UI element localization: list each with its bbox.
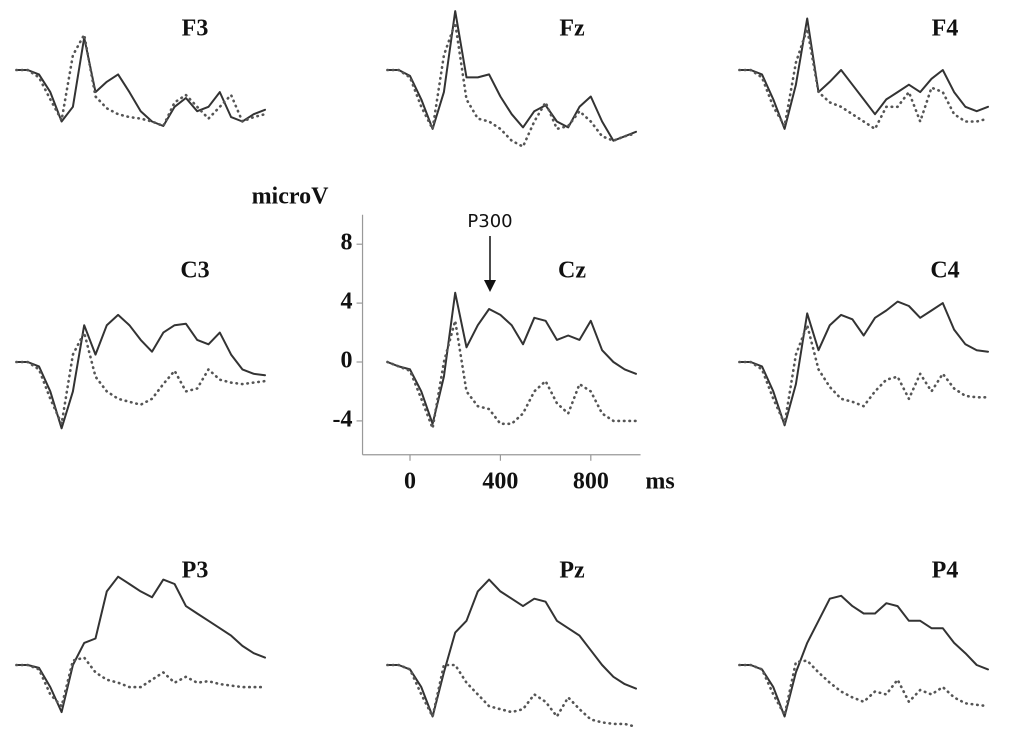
y-tick-label: 0 bbox=[341, 348, 353, 374]
panel-title: F3 bbox=[182, 16, 209, 42]
panel-title: C3 bbox=[180, 258, 209, 284]
waveform bbox=[738, 323, 990, 426]
waveform bbox=[386, 21, 638, 148]
x-axis-label: ms bbox=[645, 468, 674, 494]
waveform bbox=[386, 291, 637, 425]
panel-title: Cz bbox=[558, 258, 586, 284]
waveform bbox=[15, 575, 266, 714]
panel-title: C4 bbox=[930, 258, 959, 284]
waveform bbox=[738, 27, 990, 131]
annotation: P300 bbox=[467, 211, 512, 232]
x-tick-label: 0 bbox=[404, 468, 416, 494]
waveform bbox=[738, 659, 990, 717]
waveform bbox=[386, 319, 638, 430]
waveform bbox=[386, 10, 637, 142]
waveform bbox=[15, 36, 266, 127]
panel-title: F4 bbox=[932, 16, 959, 42]
waveform bbox=[15, 331, 267, 426]
waveform bbox=[738, 300, 989, 427]
panel-title: Pz bbox=[559, 558, 585, 584]
y-tick-label: 4 bbox=[341, 289, 353, 315]
x-tick-label: 800 bbox=[573, 468, 609, 494]
x-tick-label: 400 bbox=[482, 468, 518, 494]
y-tick-label: 8 bbox=[341, 230, 353, 256]
y-axis-label: microV bbox=[252, 184, 330, 210]
waveform bbox=[15, 33, 267, 128]
annotation-arrowhead bbox=[484, 280, 496, 292]
waveform bbox=[386, 663, 638, 729]
waveform bbox=[386, 578, 637, 718]
panel-title: P3 bbox=[182, 558, 209, 584]
panel-title: Fz bbox=[559, 16, 585, 42]
waveform bbox=[15, 313, 266, 430]
waveform bbox=[15, 656, 267, 708]
y-tick-label: -4 bbox=[333, 406, 353, 432]
panel-title: P4 bbox=[932, 558, 959, 584]
